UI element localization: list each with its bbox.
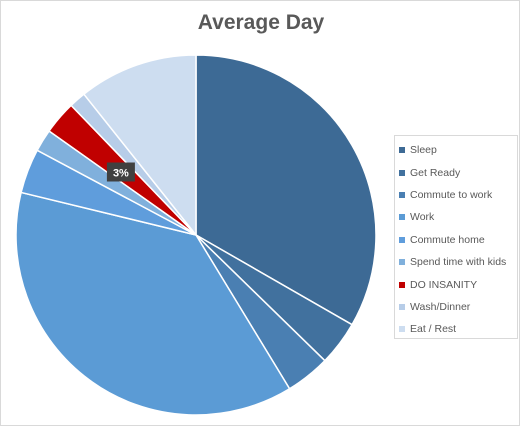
svg-text:3%: 3% <box>113 168 129 180</box>
legend-item-commute-home: Commute home <box>399 229 517 251</box>
legend-label: Spend time with kids <box>410 256 507 269</box>
legend-label: Wash/Dinner <box>410 300 471 313</box>
legend-item-spend-time-with-kids: Spend time with kids <box>399 251 517 273</box>
legend-swatch <box>399 214 405 221</box>
legend-label: Eat / Rest <box>410 323 457 336</box>
legend-swatch <box>399 281 405 288</box>
legend-swatch <box>399 326 405 333</box>
legend-swatch <box>399 191 405 198</box>
chart-title: Average Day <box>197 11 325 34</box>
legend-item-sleep: Sleep <box>399 139 517 161</box>
legend-swatch <box>399 303 405 310</box>
legend-swatch <box>399 169 405 176</box>
pie-slice-eat-rest <box>82 54 197 238</box>
legend-item-commute-to-work: Commute to work <box>399 184 517 206</box>
pie-slice-sleep <box>195 54 377 326</box>
legend-swatch <box>399 236 405 243</box>
data-label-do-insanity: 3% <box>106 162 135 182</box>
legend-label: Sleep <box>410 144 437 157</box>
legend-label: Commute to work <box>410 188 493 201</box>
legend-label: Get Ready <box>410 166 461 179</box>
legend-swatch <box>399 259 405 266</box>
legend-label: Commute home <box>410 233 485 246</box>
legend: Sleep Get Ready Commute to work Work Commute… <box>394 135 518 339</box>
legend-item-do-insanity: DO INSANITY <box>399 273 517 295</box>
legend-item-wash-dinner: Wash/Dinner <box>399 296 517 318</box>
legend-item-work: Work <box>399 206 517 228</box>
pie-slice-work <box>15 191 291 416</box>
legend-label: Work <box>410 211 435 224</box>
legend-swatch <box>399 147 405 154</box>
legend-label: DO INSANITY <box>410 278 478 291</box>
legend-item-get-ready: Get Ready <box>399 161 517 183</box>
legend-item-eat-rest: Eat / Rest <box>399 318 517 340</box>
